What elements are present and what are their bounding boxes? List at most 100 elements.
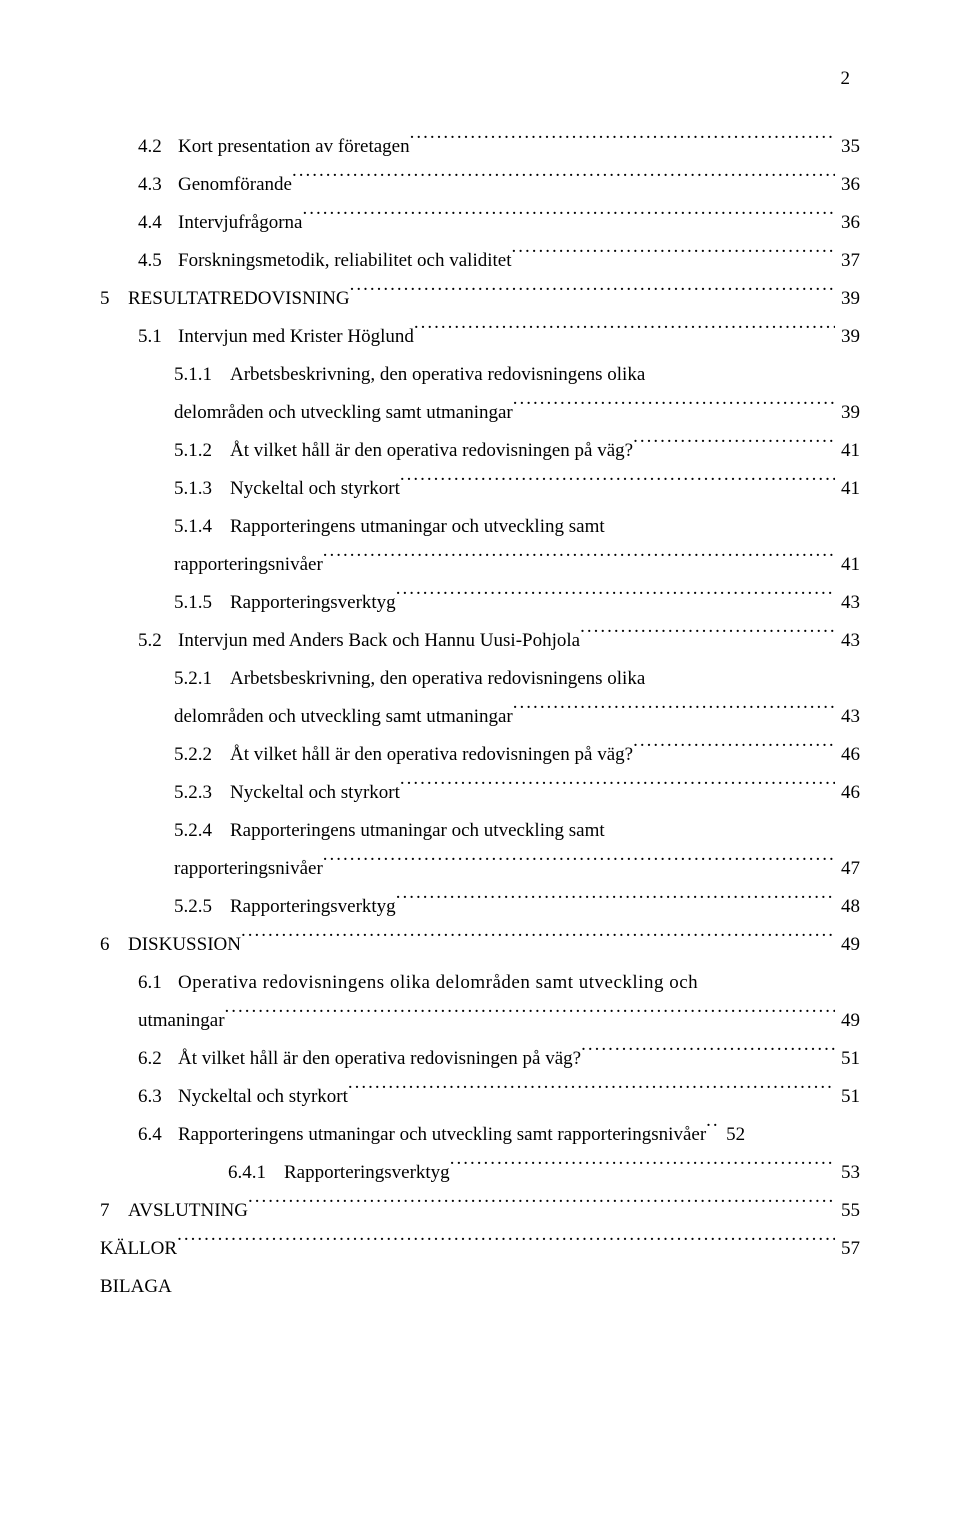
toc-entry: rapporteringsnivåer47 [100, 850, 860, 888]
toc-leader-dots [350, 285, 835, 304]
toc-label: Intervjufrågorna [178, 204, 303, 242]
toc-section-number: 5.1.4 [174, 508, 230, 546]
toc-section-number: 7 [100, 1192, 128, 1230]
toc-label: Åt vilket håll är den operativa redovisn… [230, 736, 633, 774]
toc-leader-dots [513, 399, 835, 418]
toc-page-number: 53 [835, 1154, 860, 1192]
toc-leader-dots [248, 1197, 835, 1216]
toc-label: Genomförande [178, 166, 292, 204]
toc-label: Rapporteringens utmaningar och utvecklin… [178, 1116, 706, 1154]
toc-section-number: 4.3 [138, 166, 178, 204]
toc-leader-dots [400, 779, 835, 798]
toc-entry: 6.1Operativa redovisningens olika delomr… [100, 964, 860, 1002]
toc-page-number: 41 [835, 432, 860, 470]
toc-section-number: 6.1 [138, 964, 178, 1002]
toc-label: RESULTATREDOVISNING [128, 280, 350, 318]
toc-leader-dots [292, 171, 835, 190]
toc-section-number: 5.1 [138, 318, 178, 356]
toc-section-number: 4.2 [138, 128, 178, 166]
toc-leader-dots [177, 1235, 835, 1254]
toc-entry: 5.2.1Arbetsbeskrivning, den operativa re… [100, 660, 860, 698]
toc-page-number: 37 [835, 242, 860, 280]
page-number: 2 [100, 60, 860, 98]
toc-label: utmaningar [138, 1002, 225, 1040]
toc-entry: 5.1.4Rapporteringens utmaningar och utve… [100, 508, 860, 546]
toc-section-number: 5.2.5 [174, 888, 230, 926]
toc-page-number: 46 [835, 736, 860, 774]
toc-page-number: 48 [835, 888, 860, 926]
toc-leader-dots [396, 893, 835, 912]
toc-leader-dots [241, 931, 835, 950]
toc-page-number: 43 [835, 622, 860, 660]
toc-leader-dots [513, 703, 835, 722]
toc-entry: 5.1.3Nyckeltal och styrkort41 [100, 470, 860, 508]
toc-label: delområden och utveckling samt utmaninga… [174, 698, 513, 736]
toc-leader-dots [581, 1045, 835, 1064]
toc-label: Rapporteringsverktyg [230, 888, 396, 926]
toc-entry: 5.2.5Rapporteringsverktyg 48 [100, 888, 860, 926]
toc-label: Intervjun med Krister Höglund [178, 318, 414, 356]
toc-page-number: 51 [835, 1078, 860, 1116]
toc-leader-dots [396, 589, 835, 608]
toc-leader-dots [633, 437, 835, 456]
toc-section-number: 5.2.4 [174, 812, 230, 850]
toc-page-number: 51 [835, 1040, 860, 1078]
toc-label: Rapporteringens utmaningar och utvecklin… [230, 508, 605, 546]
toc-label: rapporteringsnivåer [174, 546, 323, 584]
toc-label: AVSLUTNING [128, 1192, 248, 1230]
toc-entry: 4.2Kort presentation av företagen 35 [100, 128, 860, 166]
toc-leader-dots [410, 133, 835, 152]
toc-entry: 4.3Genomförande 36 [100, 166, 860, 204]
toc-label: Åt vilket håll är den operativa redovisn… [230, 432, 633, 470]
toc-entry: 6.3Nyckeltal och styrkort 51 [100, 1078, 860, 1116]
toc-page-number: 35 [835, 128, 860, 166]
toc-page-number: 39 [835, 318, 860, 356]
toc-label: DISKUSSION [128, 926, 241, 964]
toc-section-number: 5.2.1 [174, 660, 230, 698]
toc-page-number: 39 [835, 394, 860, 432]
toc-entry: 5.1.5Rapporteringsverktyg43 [100, 584, 860, 622]
toc-label: KÄLLOR [100, 1230, 177, 1268]
toc-section-number: 6.3 [138, 1078, 178, 1116]
toc-entry: 4.5Forskningsmetodik, reliabilitet och v… [100, 242, 860, 280]
toc-leader-dots [633, 741, 835, 760]
toc-page-number: 46 [835, 774, 860, 812]
toc-leader-dots [512, 247, 835, 266]
toc-entry: 5.1Intervjun med Krister Höglund 39 [100, 318, 860, 356]
toc-leader-dots [580, 627, 835, 646]
toc-page-number: 36 [835, 204, 860, 242]
toc-leader-dots [414, 323, 835, 342]
toc-leader-dots [348, 1083, 835, 1102]
toc-label: Arbetsbeskrivning, den operativa redovis… [230, 660, 645, 698]
toc-section-number: 5.1.3 [174, 470, 230, 508]
toc-page-number: 36 [835, 166, 860, 204]
toc-page-number: 52 [720, 1116, 745, 1154]
toc-leader-dots [323, 855, 835, 874]
toc-leader-dots [450, 1159, 835, 1178]
toc-entry: 5.2.4Rapporteringens utmaningar och utve… [100, 812, 860, 850]
toc-label: Kort presentation av företagen [178, 128, 410, 166]
toc-section-number: 5 [100, 280, 128, 318]
toc-entry: 6.2Åt vilket håll är den operativa redov… [100, 1040, 860, 1078]
toc-label: Rapporteringsverktyg [230, 584, 396, 622]
toc-page-number: 49 [835, 1002, 860, 1040]
toc-page-number: 43 [835, 698, 860, 736]
toc-page-number: 49 [835, 926, 860, 964]
toc-label: BILAGA [100, 1268, 172, 1306]
toc-page-number: 41 [835, 546, 860, 584]
toc-label: Intervjun med Anders Back och Hannu Uusi… [178, 622, 580, 660]
toc-leader-dots [706, 1121, 720, 1140]
toc-leader-dots [400, 475, 835, 494]
toc-label: Nyckeltal och styrkort [230, 470, 400, 508]
toc-label: Operativa redovisningens olika delområde… [178, 964, 698, 1002]
toc-label: Nyckeltal och styrkort [178, 1078, 348, 1116]
toc-page-number: 55 [835, 1192, 860, 1230]
toc-entry: 7AVSLUTNING 55 [100, 1192, 860, 1230]
toc-section-number: 4.4 [138, 204, 178, 242]
toc-entry: BILAGA [100, 1268, 860, 1306]
toc-entry: 6.4Rapporteringens utmaningar och utveck… [100, 1116, 860, 1154]
toc-entry: rapporteringsnivåer 41 [100, 546, 860, 584]
toc-page-number: 43 [835, 584, 860, 622]
toc-label: rapporteringsnivåer [174, 850, 323, 888]
toc-section-number: 6 [100, 926, 128, 964]
